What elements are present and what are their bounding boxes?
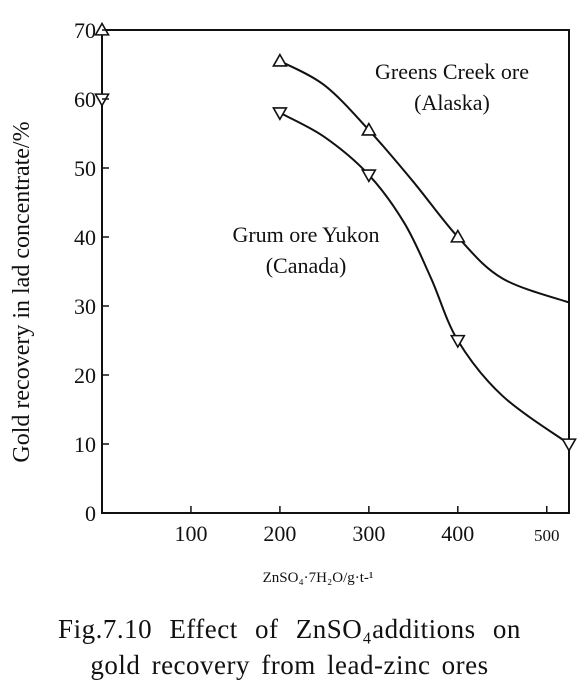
data-point-grum-yukon bbox=[360, 169, 377, 184]
x-axis-label: ZnSO₄·7H₂O/g·t-¹ bbox=[263, 570, 374, 586]
y-tick-label: 30 bbox=[74, 294, 96, 319]
plot-frame bbox=[101, 29, 570, 514]
figure-caption-line-2: gold recovery from lead-zinc ores bbox=[90, 650, 489, 680]
series-label-grum-yukon: (Canada) bbox=[266, 253, 347, 278]
data-point-grum-yukon bbox=[561, 438, 577, 453]
axis-marker-greens-creek bbox=[94, 21, 110, 36]
x-tick-label: 100 bbox=[174, 521, 207, 546]
data-point-greens-creek bbox=[449, 228, 466, 243]
markers bbox=[94, 21, 577, 453]
chart: 0 10 20 30 40 50 60 70 100 200 300 400 500 Greens Cr… bbox=[9, 18, 577, 586]
data-point-grum-yukon bbox=[272, 107, 288, 121]
data-point-greens-creek bbox=[360, 121, 377, 136]
axis-marker-grum-yukon bbox=[94, 93, 110, 108]
curves bbox=[279, 60, 570, 445]
series-line-grum-yukon bbox=[279, 111, 570, 445]
y-tick-label: 40 bbox=[74, 225, 96, 250]
figure-caption-line-1: Fig.7.10 Effect of ZnSO₄additions on bbox=[58, 614, 521, 644]
y-tick-label: 0 bbox=[85, 501, 96, 526]
data-point-greens-creek bbox=[272, 52, 288, 67]
plot-border bbox=[101, 29, 570, 514]
y-tick-label: 60 bbox=[74, 87, 96, 112]
data-point-grum-yukon bbox=[449, 334, 466, 349]
y-tick-label: 20 bbox=[74, 363, 96, 388]
x-tick-label: 500 bbox=[534, 526, 560, 545]
x-tick-label: 200 bbox=[263, 521, 296, 546]
series-labels: Greens Creek ore (Alaska) Grum ore Yukon (C… bbox=[232, 59, 529, 278]
series-label-greens-creek: Greens Creek ore bbox=[375, 59, 529, 84]
series-label-greens-creek: (Alaska) bbox=[414, 90, 490, 115]
axis-ticks: 0 10 20 30 40 50 60 70 100 200 300 400 500 bbox=[74, 18, 560, 546]
y-tick-label: 70 bbox=[74, 18, 96, 43]
x-tick-label: 300 bbox=[352, 521, 385, 546]
series-label-grum-yukon: Grum ore Yukon bbox=[232, 222, 379, 247]
x-tick-label: 400 bbox=[441, 521, 474, 546]
y-tick-label: 50 bbox=[74, 156, 96, 181]
series-line-greens-creek bbox=[279, 60, 570, 304]
y-tick-label: 10 bbox=[74, 432, 96, 457]
y-axis-label: Gold recovery in lad concentrate/% bbox=[9, 121, 35, 462]
